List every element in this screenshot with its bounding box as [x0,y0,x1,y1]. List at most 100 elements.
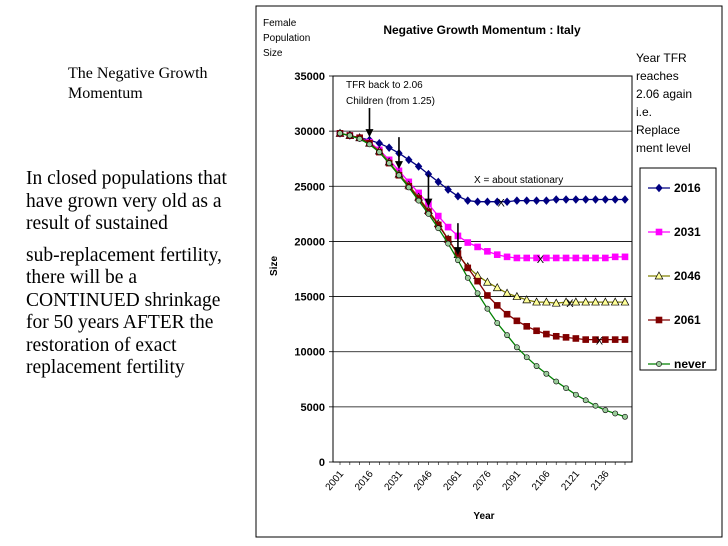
legend-label: 2046 [674,269,701,283]
data-point [464,239,472,246]
data-point [454,191,462,201]
data-point [592,254,599,262]
data-point [494,320,501,326]
data-point [602,254,609,262]
y-tick-label: 5000 [301,402,325,414]
legend: 2016 2031 2046 2061 never [648,181,706,371]
data-point [561,297,571,306]
data-point [493,251,501,258]
data-point [337,130,343,137]
stationary-annotation: X = about stationary [474,175,563,186]
data-point [553,378,560,385]
series-2016 [336,129,629,206]
data-point [444,185,452,194]
data-point [592,402,599,409]
data-point [571,297,581,306]
data-point [542,196,551,205]
data-point [533,254,540,262]
data-point [435,225,442,232]
series-never [337,130,628,420]
data-point [582,336,589,343]
data-point [543,330,550,338]
y-tick-label: 10000 [294,347,325,359]
data-point [522,295,532,304]
data-point [415,197,422,204]
data-point [552,332,560,340]
y-axis-top-label-line: Size [263,48,283,59]
y-tick-label: 35000 [294,71,325,83]
arrow-head [394,161,403,170]
tfr-annotation-line: TFR back to 2.06 [346,80,423,91]
data-point [532,196,541,205]
legend-marker [654,271,664,280]
data-point [611,253,619,261]
data-point [385,143,393,152]
tfr-annotation-line: Children (from 1.25) [346,96,435,107]
arrow-head [453,247,462,256]
data-point [572,391,579,398]
data-point [474,290,481,297]
body-text: In closed populations that have grown ve… [26,168,246,389]
body-paragraph-1: In closed populations that have grown ve… [26,168,227,234]
data-point [513,317,521,325]
y-tick-label: 30000 [294,126,325,138]
arrows-group [365,108,462,256]
legend-label: 2061 [674,313,701,327]
data-point [591,195,600,204]
data-point [591,297,600,306]
data-point [366,141,373,148]
data-point [396,172,402,179]
legend-marker [656,361,662,367]
data-point [581,297,591,306]
y-axis-label: Size [269,256,280,276]
data-point [483,277,492,286]
data-point [562,334,570,341]
data-point [473,197,482,206]
data-point [600,297,610,306]
data-point [622,413,628,420]
data-point [572,195,580,204]
arrow-head [424,198,433,207]
stationary-x-mark: X [566,298,574,310]
year-tfr-note-line: ment level [636,141,691,155]
data-point [434,177,442,187]
data-point [552,195,560,204]
data-point [484,305,491,312]
data-point [592,336,599,343]
y-axis-top-label-line: Population [263,33,310,44]
data-point [483,197,492,206]
chart-title: Negative Growth Momentum : Italy [383,23,581,37]
data-point [484,292,491,299]
data-point [512,291,522,300]
data-point [464,274,471,281]
data-point [444,223,452,231]
data-point [513,344,520,351]
y-tick-label: 25000 [294,181,325,193]
data-point [455,257,461,264]
data-point [562,195,570,204]
data-point [611,336,619,343]
data-point [356,135,363,142]
data-point [602,407,609,414]
legend-entry-never: never [648,357,706,371]
data-point [484,248,491,255]
data-point [602,336,609,343]
data-point [621,253,629,261]
data-point [376,149,383,155]
data-point [523,254,531,262]
data-point [610,297,620,306]
data-point [493,302,501,309]
legend-entry-2031: 2031 [648,225,701,239]
tfr-annotation: TFR back to 2.06 Children (from 1.25) [346,80,435,107]
plot-frame [332,75,633,463]
stationary-marks: X X X X [498,198,604,348]
data-point [582,397,589,404]
data-point [533,327,540,335]
data-point [405,155,413,165]
data-point [552,254,560,262]
y-tick-label: 0 [319,457,325,469]
data-point [572,254,580,262]
data-point [612,410,619,417]
data-point [562,254,570,262]
data-point [503,197,511,206]
